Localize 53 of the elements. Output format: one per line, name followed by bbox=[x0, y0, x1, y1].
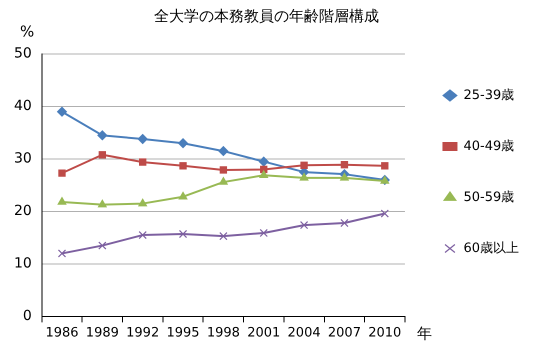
point bbox=[98, 200, 107, 208]
y-tick-label: 30 bbox=[14, 150, 32, 167]
point bbox=[220, 166, 228, 174]
y-axis-title: % bbox=[20, 22, 34, 40]
legend-label: 40-49歳 bbox=[463, 138, 514, 154]
point bbox=[179, 162, 187, 170]
x-tick-label: 1986 bbox=[45, 326, 79, 341]
point bbox=[381, 162, 388, 170]
point bbox=[300, 220, 308, 230]
point bbox=[300, 162, 308, 169]
x-tick-label: 1989 bbox=[86, 326, 119, 341]
point bbox=[340, 161, 348, 168]
y-tick-label: 0 bbox=[22, 308, 32, 324]
x-tick-label: 1995 bbox=[166, 326, 200, 341]
point bbox=[58, 169, 66, 177]
point bbox=[138, 230, 147, 240]
point bbox=[98, 151, 106, 158]
x-axis-title: 年 bbox=[416, 324, 432, 342]
point bbox=[178, 230, 188, 238]
point bbox=[258, 156, 269, 167]
y-tick-label: 50 bbox=[14, 46, 32, 62]
point bbox=[340, 172, 349, 181]
legend-label: 60歳以上 bbox=[463, 240, 520, 256]
y-tick-label: 10 bbox=[14, 256, 32, 272]
point bbox=[259, 170, 268, 178]
x-tick-label: 2004 bbox=[288, 326, 321, 341]
chart-title: 全大学の本務教員の年齢階層構成 bbox=[154, 6, 379, 25]
point bbox=[97, 130, 108, 140]
x-tick-label: 2007 bbox=[328, 326, 361, 341]
legend-label: 25-39歳 bbox=[463, 88, 514, 103]
point bbox=[178, 138, 188, 148]
point bbox=[139, 158, 146, 166]
point bbox=[218, 177, 228, 185]
point bbox=[178, 192, 188, 200]
x-tick-label: 1998 bbox=[206, 326, 240, 341]
point bbox=[138, 134, 148, 144]
point bbox=[56, 106, 67, 117]
legend-label: 50-59歳 bbox=[463, 190, 514, 205]
point bbox=[340, 218, 349, 228]
x-tick-label: 2010 bbox=[368, 326, 402, 341]
point bbox=[218, 146, 228, 156]
point bbox=[58, 196, 66, 205]
point bbox=[138, 198, 148, 206]
x-tick-label: 1992 bbox=[126, 326, 160, 341]
point bbox=[260, 228, 268, 238]
y-tick-label: 20 bbox=[14, 203, 32, 220]
point bbox=[98, 241, 106, 250]
point bbox=[219, 232, 228, 240]
point bbox=[58, 249, 66, 258]
x-tick-label: 2001 bbox=[247, 326, 280, 341]
y-tick-label: 40 bbox=[14, 98, 32, 114]
point bbox=[380, 209, 389, 218]
point bbox=[300, 172, 308, 181]
